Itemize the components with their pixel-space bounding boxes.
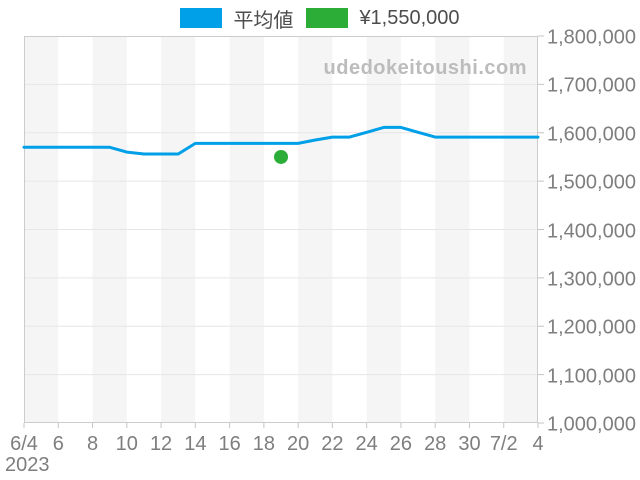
x-axis-label: 10 (115, 433, 138, 455)
listed-price-point (274, 149, 288, 164)
legend-label-average: 平均値 (233, 9, 294, 32)
y-axis-label: 1,300,000 (547, 268, 636, 291)
x-axis-label: 28 (424, 433, 447, 455)
legend-item-average: 平均値 (180, 4, 293, 33)
y-axis-label: 1,600,000 (547, 123, 636, 146)
plot-border (24, 36, 538, 423)
average-price-line (22, 125, 540, 156)
x-axis-label: 22 (321, 433, 344, 455)
y-axis-label: 1,000,000 (547, 413, 636, 436)
x-axis-label: 12 (149, 433, 173, 455)
legend-item-listed-price: ¥1,550,000 (306, 6, 460, 30)
legend-swatch-listed-price (306, 8, 349, 28)
y-axis-label: 1,500,000 (547, 171, 636, 194)
x-axis-label: 4 (532, 433, 544, 455)
x-axis-label: 8 (86, 433, 99, 455)
x-axis-label: 18 (252, 433, 275, 455)
chart-legend: 平均値 ¥1,550,000 (0, 4, 640, 33)
x-axis-label: 7/2 (489, 433, 518, 455)
x-axis-label: 24 (355, 433, 378, 455)
x-axis-label: 30 (458, 433, 481, 455)
y-axis-label: 1,400,000 (547, 220, 636, 242)
x-axis-label: 26 (389, 433, 413, 455)
x-axis-year-label: 2023 (5, 454, 50, 476)
x-axis-label: 16 (218, 433, 241, 455)
y-axis-label: 1,100,000 (547, 365, 636, 388)
x-axis-label: 20 (287, 433, 310, 455)
y-axis-label: 1,800,000 (547, 26, 636, 49)
x-axis-label: 6 (52, 433, 64, 455)
x-axis-label: 6/4 (10, 433, 38, 455)
y-axis-label: 1,700,000 (547, 74, 636, 97)
watermark-text: udedokeitoushi.com (323, 57, 527, 79)
x-axis-label: 14 (184, 433, 207, 455)
legend-label-listed-price: ¥1,550,000 (359, 6, 460, 29)
legend-swatch-average (180, 8, 223, 28)
y-axis-label: 1,200,000 (547, 316, 636, 339)
